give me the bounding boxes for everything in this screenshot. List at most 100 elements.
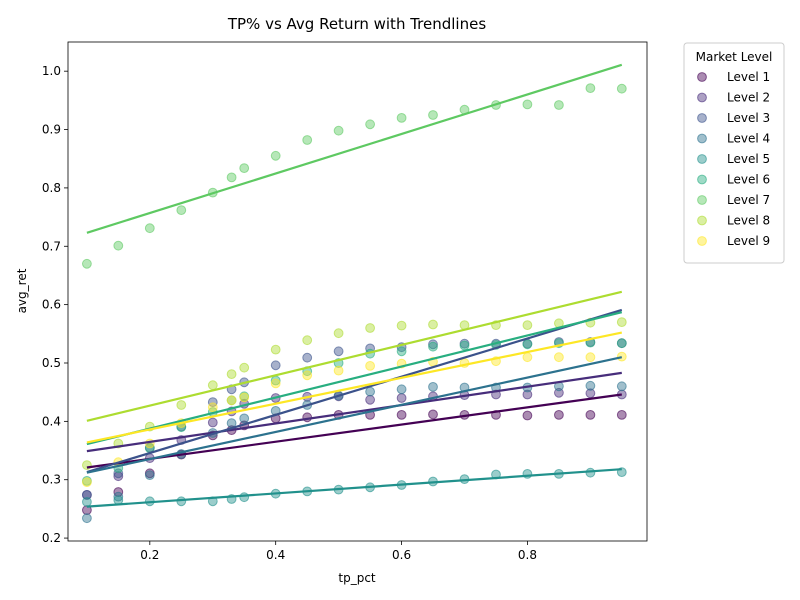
legend-marker <box>697 133 707 144</box>
legend-marker <box>697 174 707 185</box>
legend-label: Level 3 <box>727 111 770 125</box>
chart-title: TP% vs Avg Return with Trendlines <box>227 15 486 33</box>
x-tick-label: 0.6 <box>392 548 411 562</box>
y-tick-label: 0.5 <box>42 356 61 370</box>
data-point <box>333 328 344 339</box>
legend-label: Level 2 <box>727 91 770 105</box>
series-7-points <box>82 83 627 269</box>
legend-label: Level 7 <box>727 193 770 207</box>
data-point <box>522 410 533 421</box>
data-point <box>302 135 313 145</box>
data-point <box>428 409 438 420</box>
data-point <box>207 380 218 391</box>
data-point <box>176 205 187 216</box>
data-point <box>396 346 407 357</box>
data-point <box>585 410 596 420</box>
y-tick-label: 0.3 <box>42 473 61 487</box>
data-point <box>616 317 627 328</box>
series-6-points <box>82 337 627 486</box>
y-axis-label: avg_ret <box>15 268 29 313</box>
data-point <box>113 491 124 502</box>
legend: Market Level Level 1 Level 2 Level 3 Level 4… <box>683 42 785 264</box>
data-point <box>239 163 250 174</box>
data-point <box>616 338 627 349</box>
data-point <box>428 319 438 330</box>
legend-title: Market Level <box>696 50 773 64</box>
data-point <box>616 381 627 392</box>
legend-label: Level 8 <box>727 214 770 228</box>
data-point <box>522 389 533 400</box>
data-point <box>176 400 187 410</box>
trendline-5 <box>86 468 622 508</box>
plot-frame <box>67 41 648 542</box>
data-point <box>616 351 627 362</box>
x-tick-label: 0.4 <box>266 548 285 562</box>
data-point <box>396 320 407 331</box>
y-tick-label: 0.8 <box>42 181 61 195</box>
legend-marker <box>697 236 707 246</box>
legend-label: Level 4 <box>727 132 770 146</box>
data-point <box>616 83 627 94</box>
plot-marks <box>82 63 627 524</box>
y-tick-label: 0.2 <box>42 531 61 545</box>
trendline-8 <box>86 290 623 422</box>
data-point <box>522 339 533 350</box>
series-9-points <box>82 351 627 488</box>
data-point <box>396 393 407 403</box>
y-tick-label: 0.9 <box>42 123 61 137</box>
legend-label: Level 6 <box>727 173 770 187</box>
data-point <box>616 410 627 420</box>
trendline-1 <box>86 393 622 469</box>
data-point <box>113 240 124 251</box>
y-tick-label: 1.0 <box>42 64 61 78</box>
data-point <box>226 172 237 183</box>
data-point <box>82 258 92 269</box>
legend-label: Level 5 <box>727 152 770 166</box>
data-point <box>302 370 313 381</box>
legend-box <box>683 42 785 264</box>
data-point <box>554 100 564 110</box>
data-point <box>270 344 281 355</box>
data-point <box>585 380 596 391</box>
data-point <box>302 352 313 363</box>
data-point <box>239 492 250 503</box>
data-point <box>396 384 407 395</box>
trendline-7 <box>86 63 623 234</box>
data-point <box>585 352 596 363</box>
data-point <box>396 113 407 123</box>
data-point <box>554 352 564 363</box>
data-point <box>459 340 470 351</box>
data-point <box>396 410 407 420</box>
data-point <box>113 471 124 482</box>
trendline-6 <box>86 311 623 446</box>
axes: 0.2 0.4 0.6 0.8 0.2 0.3 0.4 0.5 0.6 0.7 0.8 0.9 1.0 <box>42 41 648 562</box>
legend-marker <box>697 72 707 82</box>
data-point <box>365 323 376 333</box>
data-point <box>428 339 438 350</box>
legend-marker <box>697 215 707 226</box>
data-point <box>226 369 237 380</box>
data-point <box>365 386 376 397</box>
data-point <box>144 223 155 234</box>
data-point <box>428 382 438 392</box>
data-point <box>239 392 250 403</box>
data-point <box>428 110 438 120</box>
data-point <box>82 513 92 524</box>
y-tick-label: 0.7 <box>42 239 61 253</box>
trendline-3 <box>86 308 623 474</box>
series-8-points <box>82 317 627 471</box>
data-point <box>333 125 344 136</box>
y-tick-label: 0.6 <box>42 298 61 312</box>
data-point <box>554 410 564 420</box>
data-point <box>207 397 218 408</box>
legend-label: Level 9 <box>727 234 770 248</box>
x-axis-label: tp_pct <box>338 571 376 585</box>
legend-label: Level 1 <box>727 70 770 84</box>
data-point <box>226 395 237 406</box>
y-tick-label: 0.4 <box>42 414 61 428</box>
data-point <box>82 477 92 488</box>
legend-marker <box>697 113 707 123</box>
trendline-4 <box>86 356 623 474</box>
data-point <box>365 119 376 130</box>
